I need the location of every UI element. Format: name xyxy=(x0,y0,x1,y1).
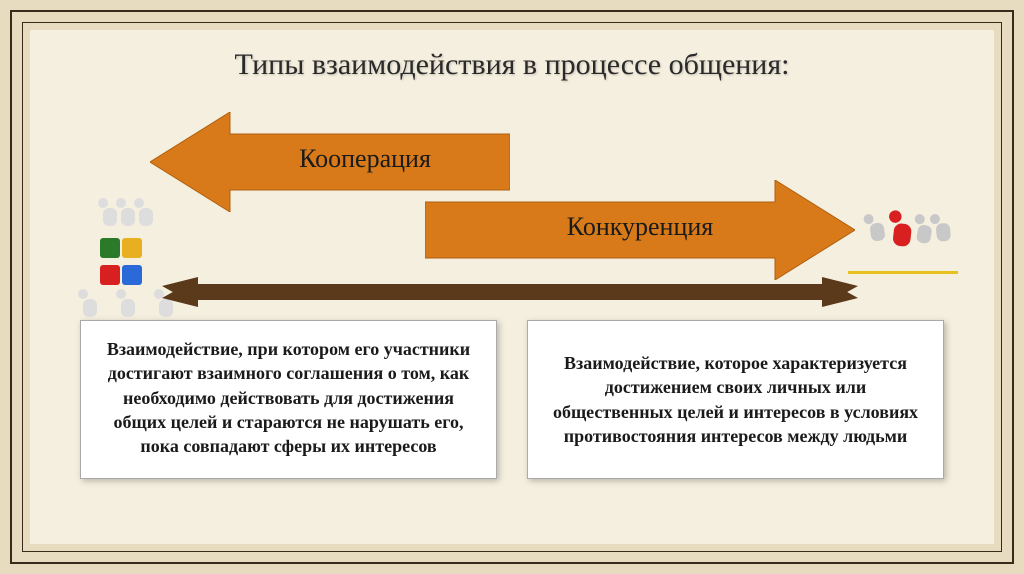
slide-content: Типы взаимодействия в процессе общения: … xyxy=(30,30,994,544)
arrows-diagram: Кооперация Конкуренция xyxy=(30,102,994,292)
description-boxes: Взаимодействие, при котором его участник… xyxy=(30,320,994,479)
cooperation-illustration xyxy=(66,198,176,298)
competition-description: Взаимодействие, которое характеризуется … xyxy=(527,320,944,479)
divider-ribbon xyxy=(190,284,830,300)
slide-title: Типы взаимодействия в процессе общения: xyxy=(30,30,994,82)
competition-illustration xyxy=(848,202,958,302)
cooperation-description: Взаимодействие, при котором его участник… xyxy=(80,320,497,479)
arrow-right-icon xyxy=(425,180,855,280)
